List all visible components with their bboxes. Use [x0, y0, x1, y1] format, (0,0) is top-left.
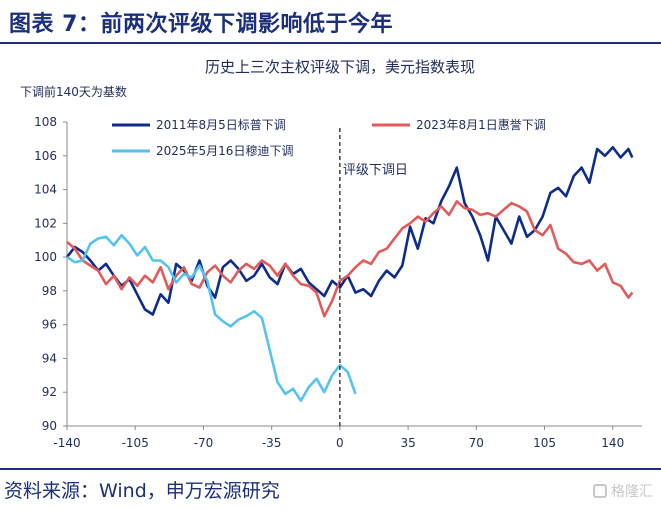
x-tick-label: 140	[601, 436, 624, 450]
x-tick-label: -140	[53, 436, 80, 450]
y-tick-label: 96	[42, 318, 57, 332]
y-tick-label: 90	[42, 419, 57, 433]
y-tick-label: 92	[42, 385, 57, 399]
watermark: 格隆汇	[593, 481, 653, 501]
x-tick-label: 35	[400, 436, 415, 450]
source-note: 资料来源：Wind，申万宏源研究	[4, 480, 280, 502]
x-tick-label: 70	[469, 436, 484, 450]
y-tick-label: 94	[42, 351, 57, 365]
y-tick-label: 100	[34, 250, 57, 264]
y-tick-label: 104	[34, 183, 57, 197]
series-line-1	[66, 200, 634, 318]
y-tick-label: 108	[34, 115, 57, 129]
legend: 2011年8月5日标普下调 2023年8月1日惠誉下调 2025年5月16日穆迪下调	[112, 118, 546, 158]
x-tick-label: -105	[122, 436, 149, 450]
legend-label: 2023年8月1日惠誉下调	[416, 118, 546, 132]
legend-label: 2011年8月5日标普下调	[156, 118, 286, 132]
x-tick-label: 105	[533, 436, 556, 450]
event-date-label: 评级下调日	[343, 163, 408, 178]
annotation-layer: 评级下调日	[339, 128, 408, 426]
series-layer	[65, 146, 634, 403]
page-title: 图表 7：前两次评级下调影响低于今年	[9, 12, 393, 37]
x-tick-label: -35	[262, 436, 282, 450]
header-divider	[0, 42, 661, 44]
watermark-text: 格隆汇	[611, 484, 653, 500]
series-line-0	[65, 146, 634, 316]
footer-divider	[0, 468, 661, 470]
y-tick-label: 106	[34, 149, 57, 163]
y-tick-label: 98	[42, 284, 57, 298]
x-tick-label: 0	[336, 436, 344, 450]
watermark-logo-icon	[593, 484, 607, 498]
chart-title: 历史上三次主权评级下调，美元指数表现	[205, 58, 475, 76]
legend-label: 2025年5月16日穆迪下调	[156, 143, 293, 158]
series-line-2	[66, 233, 357, 403]
y-axis-label: 下调前140天为基数	[20, 84, 127, 99]
x-tick-label: -70	[194, 436, 214, 450]
line-chart: 历史上三次主权评级下调，美元指数表现 下调前140天为基数 90 92 94 96 98…	[20, 58, 642, 450]
chart-axes: 90 92 94 96 98 100 102 104 106 108 -140 -105 -70 -35 0…	[34, 115, 642, 450]
header: 图表 7：前两次评级下调影响低于今年	[0, 0, 661, 44]
y-tick-label: 102	[34, 216, 57, 230]
